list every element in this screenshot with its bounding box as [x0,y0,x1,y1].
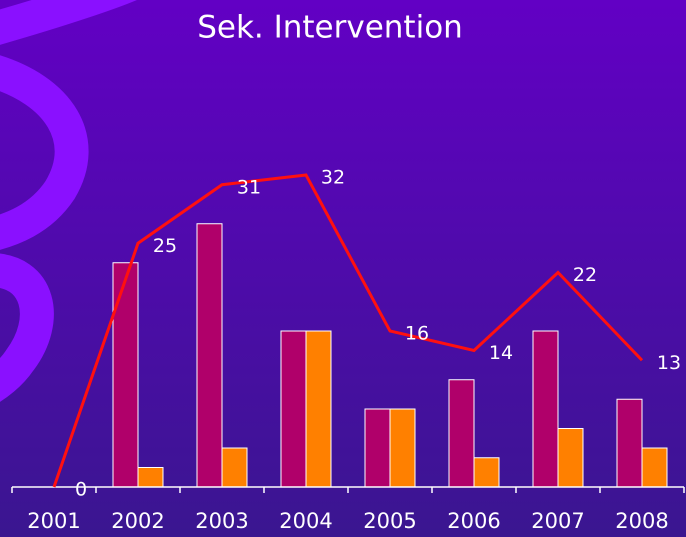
bar [306,331,331,487]
data-label: 13 [657,352,681,374]
bar [617,399,642,487]
bar [474,458,499,487]
x-tick-label: 2001 [27,509,80,533]
x-tick-label: 2005 [363,509,416,533]
bar [365,409,390,487]
bar [449,380,474,487]
bar [533,331,558,487]
x-tick-label: 2002 [111,509,164,533]
data-label: 16 [405,323,429,345]
page: Sek. Intervention 2001 2002 2003 2004 2005 20… [0,0,686,537]
data-label: 32 [321,167,345,189]
bar [138,468,163,488]
data-label: 14 [489,342,513,364]
x-tick-label: 2007 [531,509,584,533]
data-label: 0 [75,479,87,501]
bar [197,224,222,487]
data-label: 31 [237,176,261,198]
data-label: 25 [153,235,177,257]
x-tick-label: 2008 [615,509,668,533]
x-tick-label: 2003 [195,509,248,533]
bar [281,331,306,487]
bar [642,448,667,487]
x-tick-label: 2006 [447,509,500,533]
chart-title: Sek. Intervention [197,10,463,46]
bar [390,409,415,487]
bar [222,448,247,487]
data-label: 22 [573,264,597,286]
bar [558,429,583,488]
x-tick-label: 2004 [279,509,332,533]
chart: Sek. Intervention 2001 2002 2003 2004 2005 20… [0,0,686,537]
bar [113,263,138,487]
